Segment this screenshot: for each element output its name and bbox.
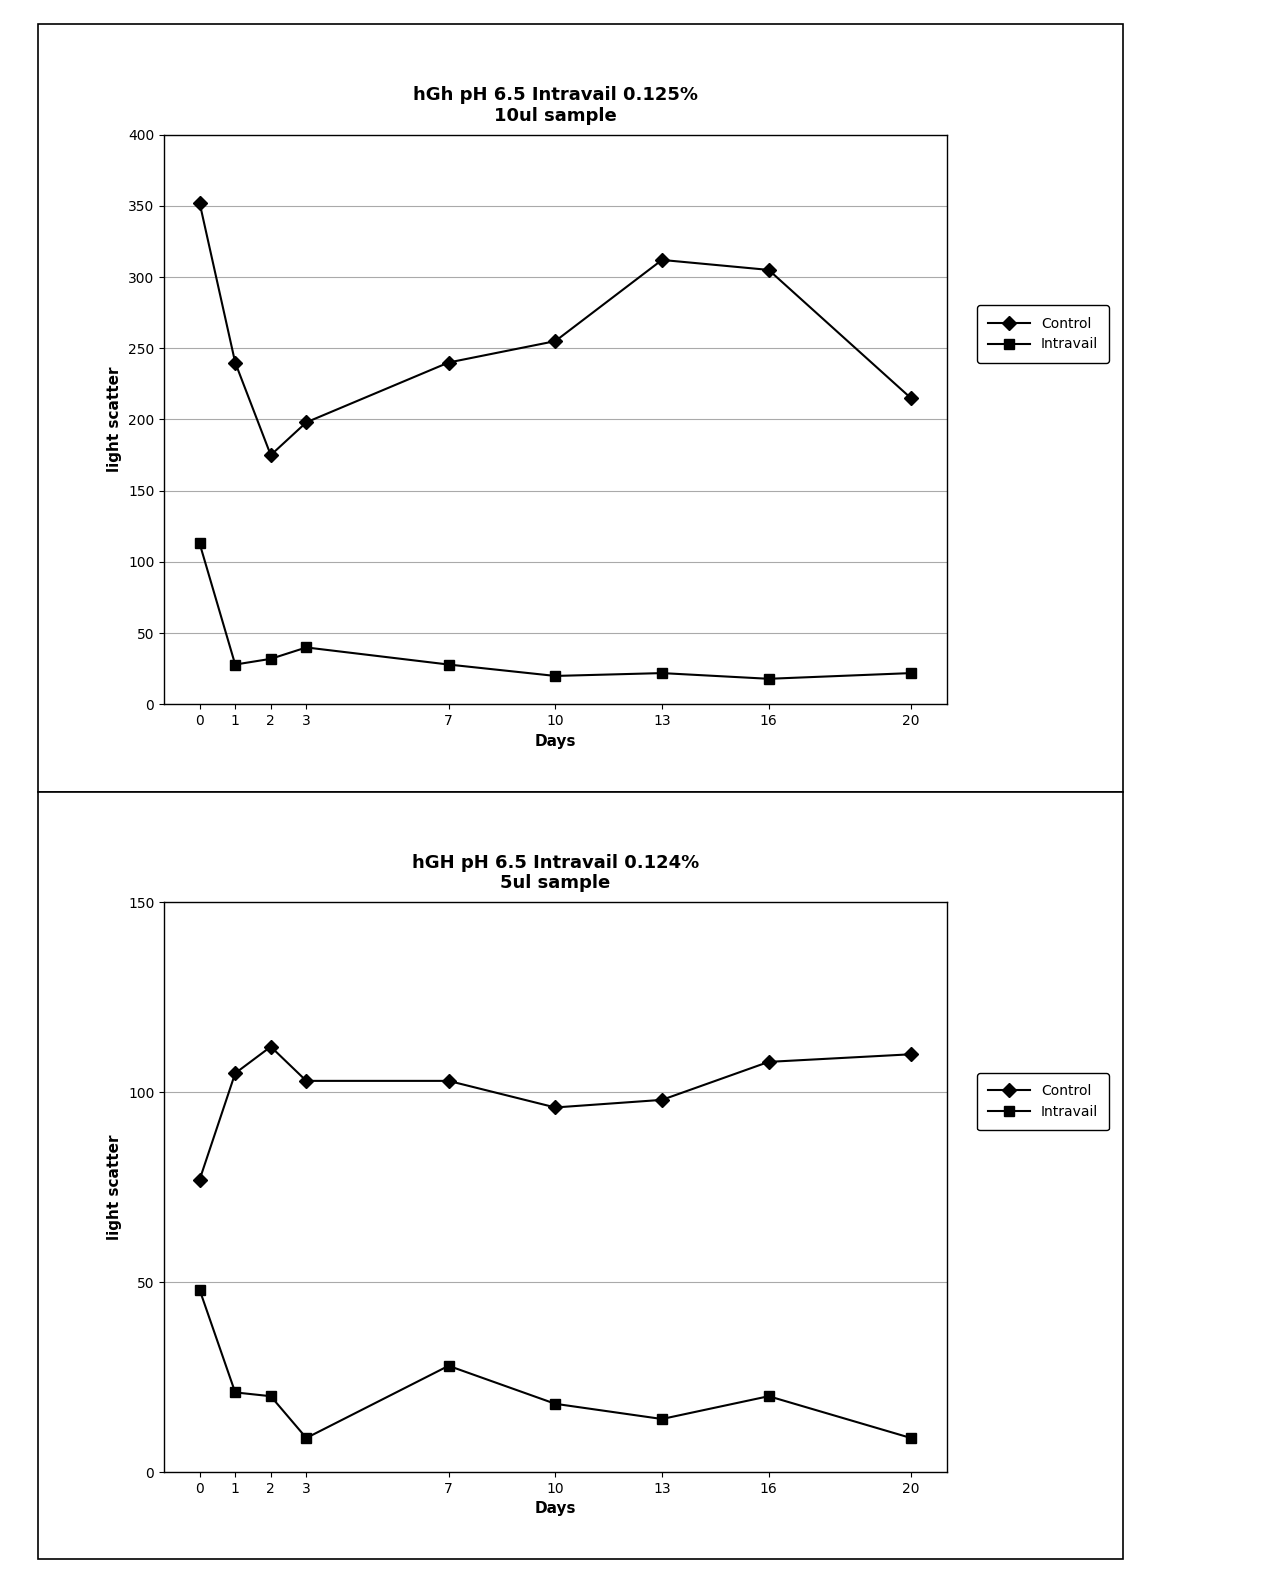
Control	[440, 1072, 456, 1091]
Control	[227, 1064, 242, 1083]
Control	[548, 1099, 563, 1118]
Line: Control: Control	[194, 198, 916, 461]
Y-axis label: light scatter: light scatter	[107, 367, 122, 472]
Control	[761, 260, 776, 279]
X-axis label: Days: Days	[535, 1501, 575, 1517]
Y-axis label: light scatter: light scatter	[107, 1135, 122, 1239]
Intravail	[548, 1395, 563, 1414]
Intravail	[264, 1387, 279, 1406]
Control	[904, 1045, 919, 1064]
Control	[264, 446, 279, 465]
Line: Intravail: Intravail	[194, 1285, 916, 1442]
Intravail	[655, 663, 670, 682]
Control	[655, 1091, 670, 1110]
Line: Control: Control	[194, 1042, 916, 1184]
Title: hGH pH 6.5 Intravail 0.124%
5ul sample: hGH pH 6.5 Intravail 0.124% 5ul sample	[411, 853, 699, 893]
Control	[299, 1072, 314, 1091]
Intravail	[761, 1387, 776, 1406]
X-axis label: Days: Days	[535, 733, 575, 749]
Control	[548, 331, 563, 350]
Control	[904, 388, 919, 407]
Control	[761, 1053, 776, 1072]
Control	[299, 413, 314, 432]
Intravail	[440, 655, 456, 674]
Control	[227, 353, 242, 372]
Intravail	[655, 1409, 670, 1428]
Line: Intravail: Intravail	[194, 538, 916, 684]
Intravail	[548, 666, 563, 685]
Control	[192, 193, 207, 212]
Intravail	[192, 1281, 207, 1300]
Control	[440, 353, 456, 372]
Intravail	[227, 655, 242, 674]
Title: hGh pH 6.5 Intravail 0.125%
10ul sample: hGh pH 6.5 Intravail 0.125% 10ul sample	[413, 85, 698, 125]
Intravail	[904, 1428, 919, 1447]
Legend: Control, Intravail: Control, Intravail	[977, 306, 1109, 363]
Intravail	[299, 1428, 314, 1447]
Intravail	[761, 670, 776, 689]
Intravail	[192, 533, 207, 552]
Legend: Control, Intravail: Control, Intravail	[977, 1073, 1109, 1130]
Intravail	[227, 1384, 242, 1403]
Intravail	[440, 1357, 456, 1376]
Intravail	[264, 649, 279, 668]
Intravail	[904, 663, 919, 682]
Control	[264, 1037, 279, 1056]
Control	[655, 250, 670, 269]
Control	[192, 1170, 207, 1189]
Intravail	[299, 638, 314, 657]
